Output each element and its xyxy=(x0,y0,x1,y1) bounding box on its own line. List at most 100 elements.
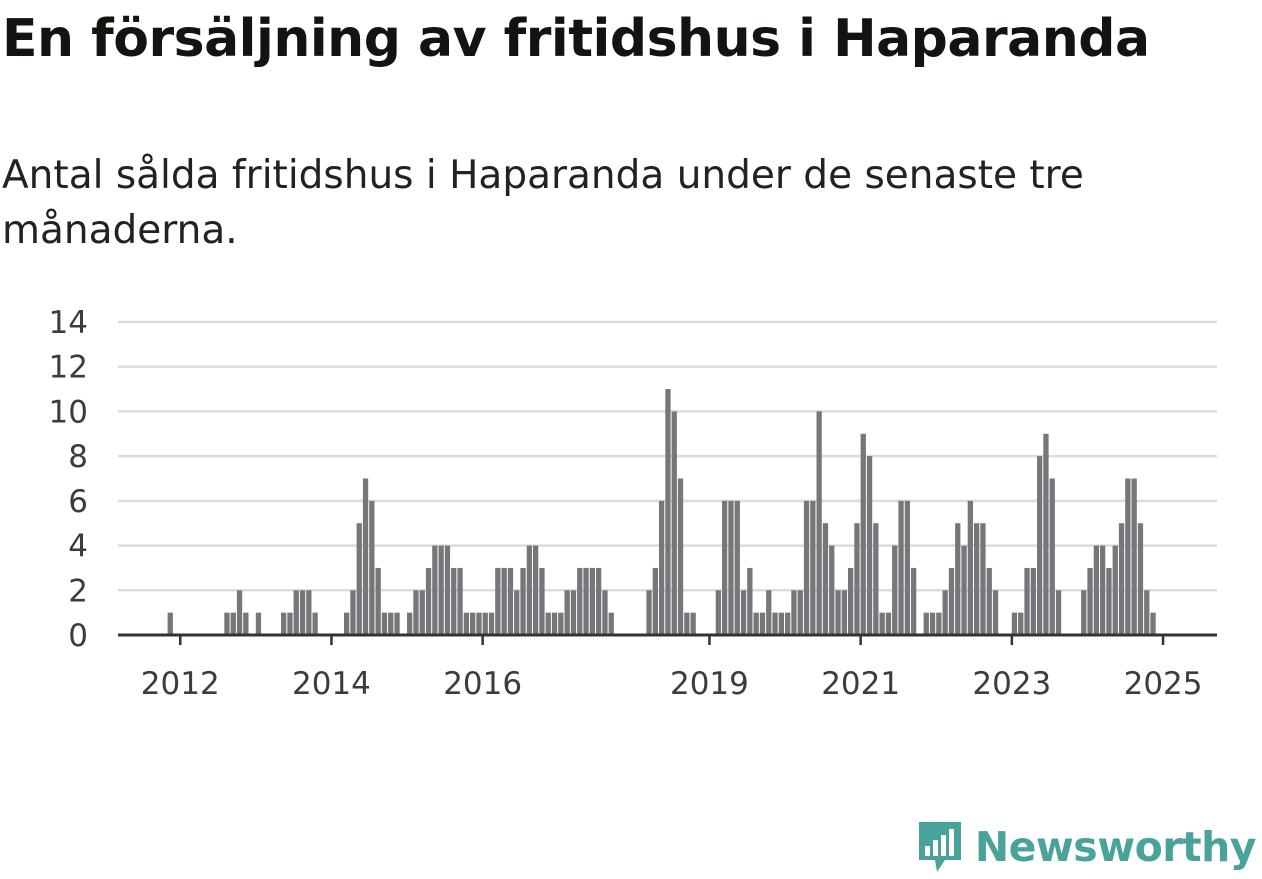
bar xyxy=(419,590,425,635)
bar xyxy=(236,590,243,635)
annotation-label: 1 xyxy=(1147,0,1167,8)
bar xyxy=(860,433,866,635)
bar xyxy=(942,590,948,635)
bar xyxy=(785,612,791,635)
bar xyxy=(1037,456,1043,635)
bar xyxy=(1137,523,1144,635)
bar xyxy=(1087,567,1093,635)
bar xyxy=(747,567,753,635)
bars xyxy=(167,389,1156,635)
bar xyxy=(1106,567,1112,635)
bar xyxy=(306,590,312,635)
annotation: 1 xyxy=(1145,0,1170,11)
bar xyxy=(425,567,432,635)
bar xyxy=(923,612,929,635)
bar xyxy=(381,612,388,635)
bar xyxy=(608,612,614,635)
bar xyxy=(1093,545,1099,635)
bar xyxy=(961,545,967,635)
bar xyxy=(728,500,734,635)
bar xyxy=(740,590,747,635)
bar xyxy=(255,612,262,635)
bar xyxy=(829,545,835,635)
bar xyxy=(835,590,841,635)
bar xyxy=(797,590,803,635)
bar xyxy=(539,567,545,635)
bar xyxy=(791,590,797,635)
bar xyxy=(652,567,658,635)
x-tick-label: 2012 xyxy=(141,666,220,702)
bar xyxy=(866,456,873,635)
bar xyxy=(646,590,652,635)
bar xyxy=(356,523,362,635)
bar xyxy=(230,612,236,635)
bar xyxy=(432,545,438,635)
bar xyxy=(583,567,589,635)
bar xyxy=(514,590,520,635)
bar xyxy=(293,590,299,635)
bar xyxy=(507,567,514,635)
bar-chart: 0 2 4 6 8 10 12 14 2012 2014 2016 2019 2021 2023 2025… xyxy=(49,0,1217,702)
bar xyxy=(879,612,885,635)
bar xyxy=(873,523,879,635)
bar xyxy=(1018,612,1024,635)
bar xyxy=(778,612,784,635)
bar xyxy=(1049,478,1055,635)
bar xyxy=(526,545,532,635)
bar xyxy=(577,567,583,635)
y-axis-ticks: 0 2 4 6 8 10 12 14 xyxy=(49,305,88,654)
bar xyxy=(841,590,847,635)
bar xyxy=(810,500,816,635)
bar xyxy=(1125,478,1131,635)
bar xyxy=(243,612,249,635)
bar xyxy=(167,612,173,635)
bar xyxy=(929,612,936,635)
bar xyxy=(558,612,564,635)
bar xyxy=(1131,478,1137,635)
bar xyxy=(885,612,892,635)
bar xyxy=(690,612,696,635)
bar xyxy=(1030,567,1036,635)
bar xyxy=(904,500,910,635)
bar xyxy=(281,612,287,635)
bar xyxy=(476,612,482,635)
bar xyxy=(803,500,810,635)
bar xyxy=(967,500,973,635)
bar xyxy=(501,567,507,635)
bar xyxy=(854,523,860,635)
newsworthy-logo-text: Newsworthy xyxy=(974,823,1257,871)
x-tick-label: 2021 xyxy=(821,666,900,702)
bar xyxy=(848,567,854,635)
bar xyxy=(715,590,721,635)
bar xyxy=(570,590,577,635)
y-tick-label: 8 xyxy=(68,439,88,475)
bar xyxy=(948,567,955,635)
bar xyxy=(911,567,917,635)
x-tick-label: 2025 xyxy=(1124,666,1203,702)
x-tick-label: 2016 xyxy=(443,666,522,702)
y-tick-label: 12 xyxy=(49,350,88,386)
bar xyxy=(1118,523,1125,635)
bar xyxy=(596,567,602,635)
bar xyxy=(1144,590,1150,635)
bar xyxy=(362,478,369,635)
y-tick-label: 14 xyxy=(49,305,88,341)
y-tick-label: 0 xyxy=(68,618,88,654)
bar xyxy=(766,590,772,635)
bar xyxy=(955,523,961,635)
y-tick-label: 4 xyxy=(68,529,88,565)
bar xyxy=(369,500,375,635)
bar xyxy=(816,411,822,635)
bar xyxy=(551,612,558,635)
bar xyxy=(444,545,451,635)
bar xyxy=(1043,433,1049,635)
x-tick-label: 2019 xyxy=(670,666,749,702)
bar xyxy=(734,500,740,635)
bar xyxy=(1112,545,1118,635)
bar xyxy=(224,612,230,635)
bar xyxy=(980,523,986,635)
bar xyxy=(299,590,306,635)
bar xyxy=(759,612,766,635)
bar xyxy=(722,500,728,635)
bar xyxy=(533,545,539,635)
